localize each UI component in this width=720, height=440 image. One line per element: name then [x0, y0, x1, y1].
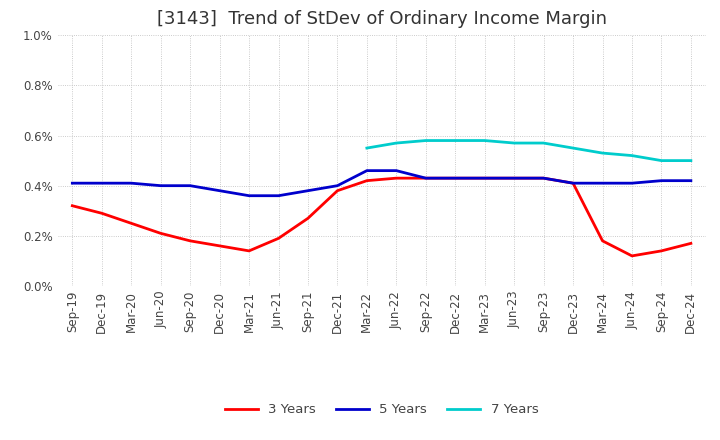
3 Years: [68, 203, 76, 209]
5 Years: [480, 176, 489, 181]
7 Years: [392, 140, 400, 146]
3 Years: [510, 176, 518, 181]
3 Years: [628, 253, 636, 259]
5 Years: [97, 180, 106, 186]
5 Years: [392, 168, 400, 173]
5 Years: [510, 176, 518, 181]
3 Years: [186, 238, 194, 243]
3 Years: [127, 221, 135, 226]
5 Years: [421, 176, 430, 181]
5 Years: [156, 183, 165, 188]
3 Years: [333, 188, 342, 193]
5 Years: [274, 193, 283, 198]
5 Years: [127, 180, 135, 186]
3 Years: [392, 176, 400, 181]
3 Years: [539, 176, 548, 181]
5 Years: [569, 180, 577, 186]
3 Years: [245, 248, 253, 253]
Line: 5 Years: 5 Years: [72, 171, 691, 196]
3 Years: [156, 231, 165, 236]
7 Years: [510, 140, 518, 146]
3 Years: [304, 216, 312, 221]
7 Years: [687, 158, 696, 163]
7 Years: [421, 138, 430, 143]
Title: [3143]  Trend of StDev of Ordinary Income Margin: [3143] Trend of StDev of Ordinary Income…: [157, 10, 606, 28]
5 Years: [687, 178, 696, 183]
3 Years: [480, 176, 489, 181]
7 Years: [539, 140, 548, 146]
7 Years: [569, 145, 577, 150]
3 Years: [363, 178, 372, 183]
7 Years: [451, 138, 459, 143]
5 Years: [657, 178, 666, 183]
7 Years: [628, 153, 636, 158]
5 Years: [628, 180, 636, 186]
5 Years: [215, 188, 224, 193]
3 Years: [421, 176, 430, 181]
5 Years: [363, 168, 372, 173]
5 Years: [186, 183, 194, 188]
5 Years: [304, 188, 312, 193]
5 Years: [539, 176, 548, 181]
7 Years: [598, 150, 607, 156]
3 Years: [274, 236, 283, 241]
3 Years: [215, 243, 224, 249]
3 Years: [569, 180, 577, 186]
Line: 3 Years: 3 Years: [72, 178, 691, 256]
3 Years: [97, 211, 106, 216]
5 Years: [68, 180, 76, 186]
3 Years: [451, 176, 459, 181]
Legend: 3 Years, 5 Years, 7 Years: 3 Years, 5 Years, 7 Years: [220, 398, 544, 422]
7 Years: [657, 158, 666, 163]
5 Years: [245, 193, 253, 198]
3 Years: [657, 248, 666, 253]
5 Years: [451, 176, 459, 181]
Line: 7 Years: 7 Years: [367, 140, 691, 161]
5 Years: [333, 183, 342, 188]
3 Years: [598, 238, 607, 243]
5 Years: [598, 180, 607, 186]
7 Years: [480, 138, 489, 143]
3 Years: [687, 241, 696, 246]
7 Years: [363, 145, 372, 150]
